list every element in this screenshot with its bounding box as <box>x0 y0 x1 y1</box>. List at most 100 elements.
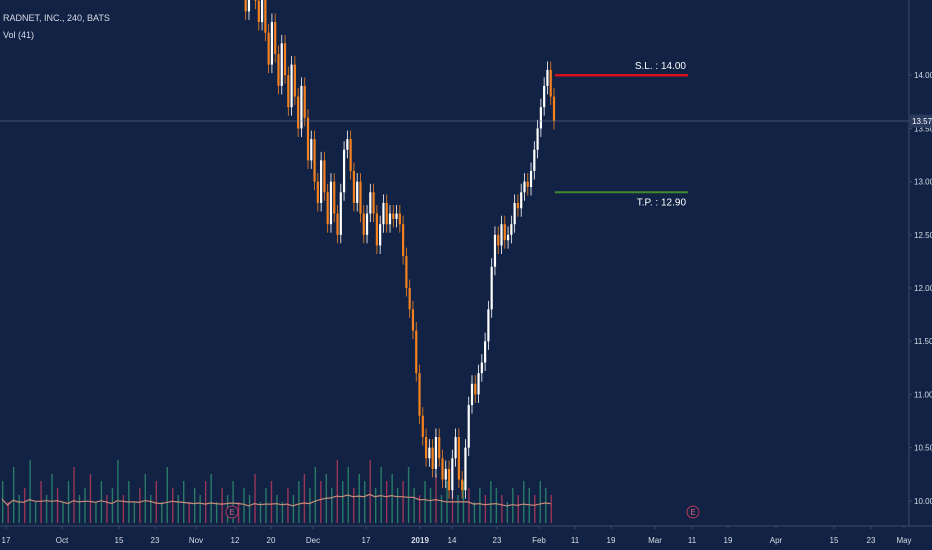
volume-bar <box>292 495 295 523</box>
volume-bar <box>473 502 476 523</box>
candle-body <box>320 160 323 203</box>
time-axis[interactable]: 17 Oct 15 23 Nov 12 20 Dec 17 2019 14 23 Feb 11 19 Mar 1… <box>2 526 912 545</box>
candle-body <box>497 234 500 246</box>
candle-body <box>457 437 460 480</box>
candle-body <box>474 383 477 395</box>
candle-body <box>395 213 398 219</box>
candle-body <box>447 468 451 491</box>
x-tick-label: 23 <box>151 536 160 545</box>
candle-body <box>493 234 497 267</box>
volume-bar <box>161 502 163 523</box>
volume-bar <box>287 488 289 523</box>
candle-body <box>267 32 270 65</box>
candle-body <box>454 437 457 459</box>
y-tick-label: 14.00 <box>914 71 932 80</box>
candle-body <box>441 458 444 480</box>
volume-bar <box>89 474 92 523</box>
x-tick-label: 20 <box>267 536 276 545</box>
volume-bar <box>539 481 541 523</box>
volume-bar <box>100 481 103 523</box>
volume-bar <box>336 460 338 523</box>
volume-bar <box>193 488 196 523</box>
x-tick-label: 12 <box>231 536 240 545</box>
volume-bar <box>73 467 75 523</box>
candle-body <box>543 85 546 108</box>
x-tick-label: Mar <box>648 536 662 545</box>
volume-bar <box>314 467 317 523</box>
candle-body <box>398 213 401 225</box>
stop-loss-label: S.L. : 14.00 <box>635 61 687 72</box>
earnings-marker-circle <box>686 505 700 519</box>
candle-body <box>270 22 274 65</box>
candle-body <box>506 234 510 241</box>
volume-bar <box>243 488 245 523</box>
candle-body <box>415 330 418 374</box>
candle-body <box>477 373 480 395</box>
volume-bar <box>545 488 547 523</box>
candle-body <box>490 266 493 310</box>
x-tick-label: Oct <box>56 536 69 545</box>
volume-bar <box>517 495 520 523</box>
candle-body <box>349 139 352 172</box>
volume-bar <box>391 474 393 523</box>
candle-body <box>375 213 378 246</box>
volume-bar <box>23 488 26 523</box>
volume-bar <box>166 467 168 523</box>
candle-body <box>431 447 434 469</box>
candle-body <box>333 181 336 214</box>
x-tick-label: 23 <box>493 536 502 545</box>
volume-bar <box>7 502 9 523</box>
price-axis[interactable]: 14.00 13.50 13.00 12.50 12.00 11.50 11.00 10.50… <box>909 71 932 506</box>
volume-bar <box>385 481 388 523</box>
candle-body <box>293 64 296 97</box>
volume-bar <box>106 495 108 523</box>
y-tick-label: 11.00 <box>914 390 932 399</box>
volume-bar <box>501 495 503 523</box>
candle-body <box>352 171 356 203</box>
volume-bar <box>374 488 377 523</box>
volume-bar <box>484 495 487 523</box>
x-tick-label: Apr <box>770 536 783 545</box>
y-tick-label: 12.00 <box>914 284 932 293</box>
candle-body <box>438 437 441 459</box>
volume-bar <box>122 495 125 523</box>
volume-bar <box>155 481 157 523</box>
trade-levels[interactable]: S.L. : 14.00 T.P. : 12.90 <box>555 61 688 208</box>
volume-bar <box>418 495 421 523</box>
y-tick-label: 13.50 <box>914 124 932 133</box>
volume-bar <box>34 502 37 523</box>
candle-body <box>526 181 529 187</box>
x-tick-label: 17 <box>362 536 371 545</box>
candle-body <box>520 192 523 209</box>
volume-bar <box>117 460 119 523</box>
y-tick-label: 13.00 <box>914 178 932 187</box>
candle-body <box>484 341 487 363</box>
volume-bar <box>429 488 432 523</box>
candle-body <box>297 96 300 129</box>
volume-bar <box>303 474 306 523</box>
volume-bar <box>353 488 355 523</box>
volume-bar <box>380 467 382 523</box>
candle-body <box>470 383 474 406</box>
volume-bar <box>490 481 492 523</box>
candle-body <box>362 213 365 235</box>
candle-body <box>283 43 287 76</box>
volume-bar <box>56 488 59 523</box>
volume-bar <box>12 467 15 523</box>
candle-body <box>313 139 316 182</box>
volume-bar <box>265 488 267 523</box>
candle-body <box>392 213 395 219</box>
volume-bar <box>396 488 399 523</box>
candle-body <box>336 213 339 235</box>
candle-body <box>523 181 526 193</box>
x-tick-label: 11 <box>688 536 697 545</box>
volume-bar <box>144 474 147 523</box>
candle-body <box>372 192 375 214</box>
volume-bar <box>40 481 42 523</box>
volume-bar <box>78 495 81 523</box>
earnings-marker-label: E <box>690 508 695 517</box>
candle-body <box>408 288 411 310</box>
volume-bar <box>221 488 223 523</box>
